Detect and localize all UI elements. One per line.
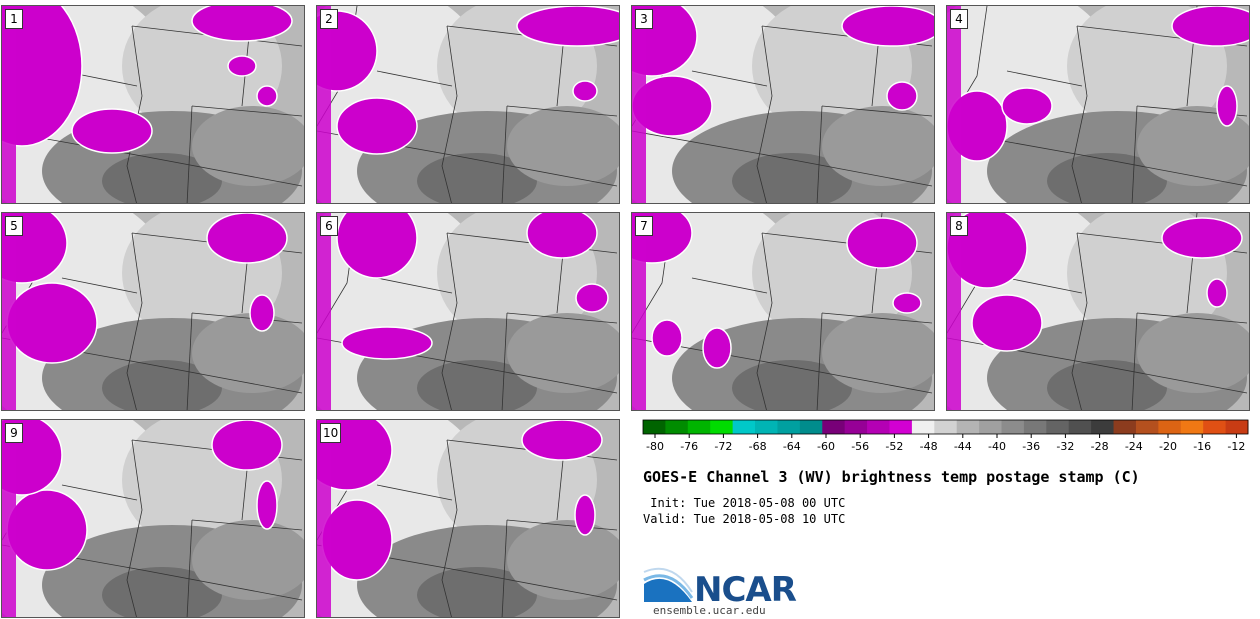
- colorbar-swatch: [1068, 420, 1092, 434]
- colorbar-swatch: [1023, 420, 1047, 434]
- colorbar-tick-label: -12: [1227, 440, 1245, 453]
- colorbar-tick-label: -60: [817, 440, 835, 453]
- forecast-panel-5: 5: [1, 212, 305, 411]
- logo-url: ensemble.ucar.edu: [653, 604, 766, 617]
- colorbar-swatch: [1203, 420, 1227, 434]
- ncar-logo-text: NCAR: [694, 570, 797, 610]
- colorbar-swatch: [911, 420, 935, 434]
- colorbar-swatch: [956, 420, 980, 434]
- brightness-temp-field: [317, 213, 619, 410]
- panel-number: 3: [635, 9, 653, 29]
- forecast-panel-1: 1: [1, 5, 305, 204]
- colorbar-swatch: [777, 420, 801, 434]
- colorbar-tick-label: -40: [988, 440, 1006, 453]
- colorbar-swatch: [889, 420, 913, 434]
- colorbar-tick-label: -80: [646, 440, 664, 453]
- colorbar-tick-label: -20: [1159, 440, 1177, 453]
- forecast-panel-8: 8: [946, 212, 1250, 411]
- colorbar-swatch: [1180, 420, 1204, 434]
- init-time: Init: Tue 2018-05-08 00 UTC: [643, 496, 846, 510]
- colorbar-swatch: [979, 420, 1003, 434]
- brightness-temp-field: [632, 6, 934, 203]
- colorbar-swatch: [822, 420, 846, 434]
- forecast-panel-7: 7: [631, 212, 935, 411]
- panel-number: 7: [635, 216, 653, 236]
- colorbar-swatch: [1225, 420, 1249, 434]
- forecast-panel-2: 2: [316, 5, 620, 204]
- forecast-panel-9: 9: [1, 419, 305, 618]
- colorbar-tick-label: -32: [1056, 440, 1074, 453]
- colorbar-tick-label: -52: [885, 440, 903, 453]
- colorbar-tick-label: -76: [680, 440, 698, 453]
- colorbar-swatch: [1158, 420, 1182, 434]
- panel-number: 9: [5, 423, 23, 443]
- panel-number: 6: [320, 216, 338, 236]
- forecast-panel-4: 4: [946, 5, 1250, 204]
- colorbar-swatch: [1001, 420, 1025, 434]
- figure-title: GOES-E Channel 3 (WV) brightness temp po…: [643, 468, 1140, 486]
- colorbar-swatch: [844, 420, 868, 434]
- colorbar-tick-label: -24: [1125, 440, 1143, 453]
- forecast-panel-6: 6: [316, 212, 620, 411]
- panel-number: 5: [5, 216, 23, 236]
- colorbar-swatch: [1046, 420, 1070, 434]
- colorbar-tick-label: -16: [1193, 440, 1211, 453]
- colorbar-tick-label: -64: [783, 440, 801, 453]
- colorbar-tick-label: -72: [714, 440, 732, 453]
- colorbar-swatch: [687, 420, 711, 434]
- panel-number: 8: [950, 216, 968, 236]
- brightness-temp-field: [2, 213, 304, 410]
- colorbar: -80 -76 -72 -68 -64 -60 -56 -52 -48 -44 -40 -36 -32 -…: [642, 419, 1249, 453]
- panel-number: 2: [320, 9, 338, 29]
- colorbar-tick-label: -56: [851, 440, 869, 453]
- brightness-temp-field: [317, 420, 619, 617]
- colorbar-tick-label: -36: [1022, 440, 1040, 453]
- ncar-logo-icon: [643, 567, 694, 602]
- brightness-temp-field: [947, 6, 1249, 203]
- colorbar-tick-label: -68: [749, 440, 767, 453]
- colorbar-swatch: [1135, 420, 1159, 434]
- colorbar-swatch: [665, 420, 689, 434]
- panel-number: 10: [320, 423, 342, 443]
- panel-number: 1: [5, 9, 23, 29]
- panel-number: 4: [950, 9, 968, 29]
- brightness-temp-field: [947, 213, 1249, 410]
- colorbar-swatch: [867, 420, 890, 434]
- valid-time: Valid: Tue 2018-05-08 10 UTC: [643, 512, 846, 526]
- brightness-temp-field: [2, 420, 304, 617]
- colorbar-swatch: [1091, 420, 1115, 434]
- forecast-panel-3: 3: [631, 5, 935, 204]
- forecast-panel-10: 10: [316, 419, 620, 618]
- colorbar-swatch: [710, 420, 734, 434]
- colorbar-tick-label: -48: [920, 440, 938, 453]
- colorbar-swatch: [643, 420, 666, 434]
- brightness-temp-field: [317, 6, 619, 203]
- colorbar-tick-label: -44: [954, 440, 972, 453]
- brightness-temp-field: [632, 213, 934, 410]
- colorbar-swatch: [799, 420, 823, 434]
- colorbar-swatch: [1113, 420, 1137, 434]
- ncar-logo: NCAR: [642, 562, 802, 612]
- brightness-temp-field: [2, 6, 304, 203]
- colorbar-swatch: [934, 420, 958, 434]
- colorbar-swatch: [732, 420, 756, 434]
- colorbar-tick-label: -28: [1091, 440, 1109, 453]
- colorbar-swatch: [755, 420, 778, 434]
